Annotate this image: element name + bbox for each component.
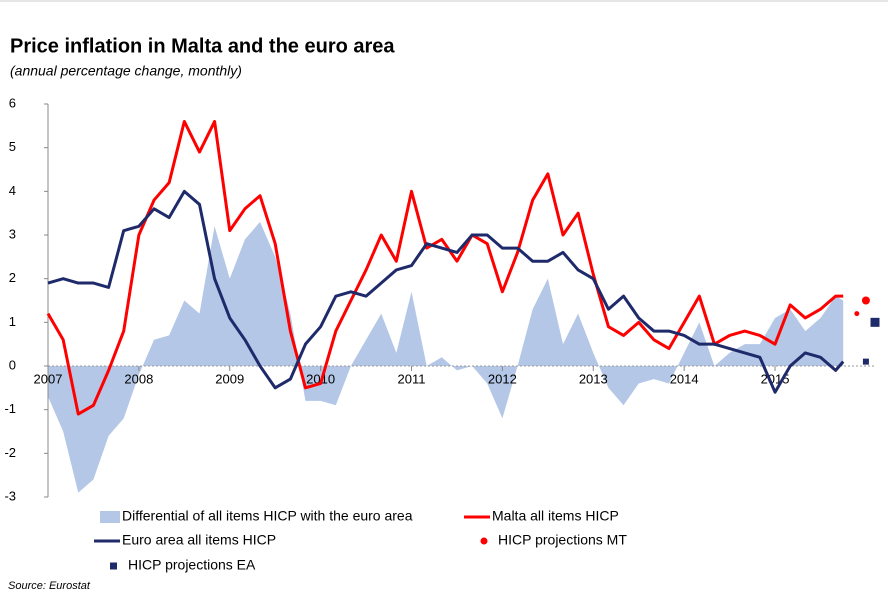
- legend-label: Malta all items HICP: [492, 508, 619, 524]
- y-tick-label: -3: [4, 488, 16, 503]
- x-tick-label: 2013: [579, 371, 608, 386]
- y-tick-label: 6: [9, 95, 16, 110]
- projection-dot: [861, 296, 870, 305]
- y-tick-label: -1: [4, 401, 16, 416]
- x-tick-label: 2012: [488, 371, 517, 386]
- legend-swatch: [110, 562, 117, 570]
- area: [48, 221, 844, 493]
- y-tick-label: 1: [9, 314, 16, 329]
- y-tick-label: 4: [9, 183, 16, 198]
- legend-label: Euro area all items HICP: [122, 532, 276, 548]
- projection-square: [870, 317, 880, 327]
- legend-swatch: [100, 511, 120, 523]
- x-tick-label: 2011: [398, 371, 426, 386]
- chart-subtitle: (annual percentage change, monthly): [10, 63, 242, 79]
- line: [46, 119, 844, 416]
- legend-swatch: [480, 537, 488, 545]
- x-tick-label: 2014: [670, 371, 699, 386]
- x-tick-label: 2007: [34, 371, 63, 386]
- y-tick-label: 2: [9, 270, 16, 285]
- line: [47, 189, 845, 394]
- legend-label: HICP projections MT: [498, 532, 627, 548]
- x-tick-label: 2009: [215, 371, 244, 386]
- projection-dot: [854, 311, 860, 317]
- y-tick-label: 3: [9, 226, 16, 241]
- source: Source: Eurostat: [8, 580, 91, 591]
- y-tick-label: 5: [9, 139, 16, 154]
- y-tick-label: 0: [9, 357, 16, 372]
- x-tick-label: 2008: [124, 371, 153, 386]
- projection-square: [862, 358, 869, 365]
- y-tick-label: -2: [4, 445, 16, 460]
- legend-label: Differential of all items HICP with the …: [122, 508, 413, 524]
- legend-label: HICP projections EA: [128, 557, 256, 573]
- chart-title: Price inflation in Malta and the euro ar…: [10, 35, 395, 57]
